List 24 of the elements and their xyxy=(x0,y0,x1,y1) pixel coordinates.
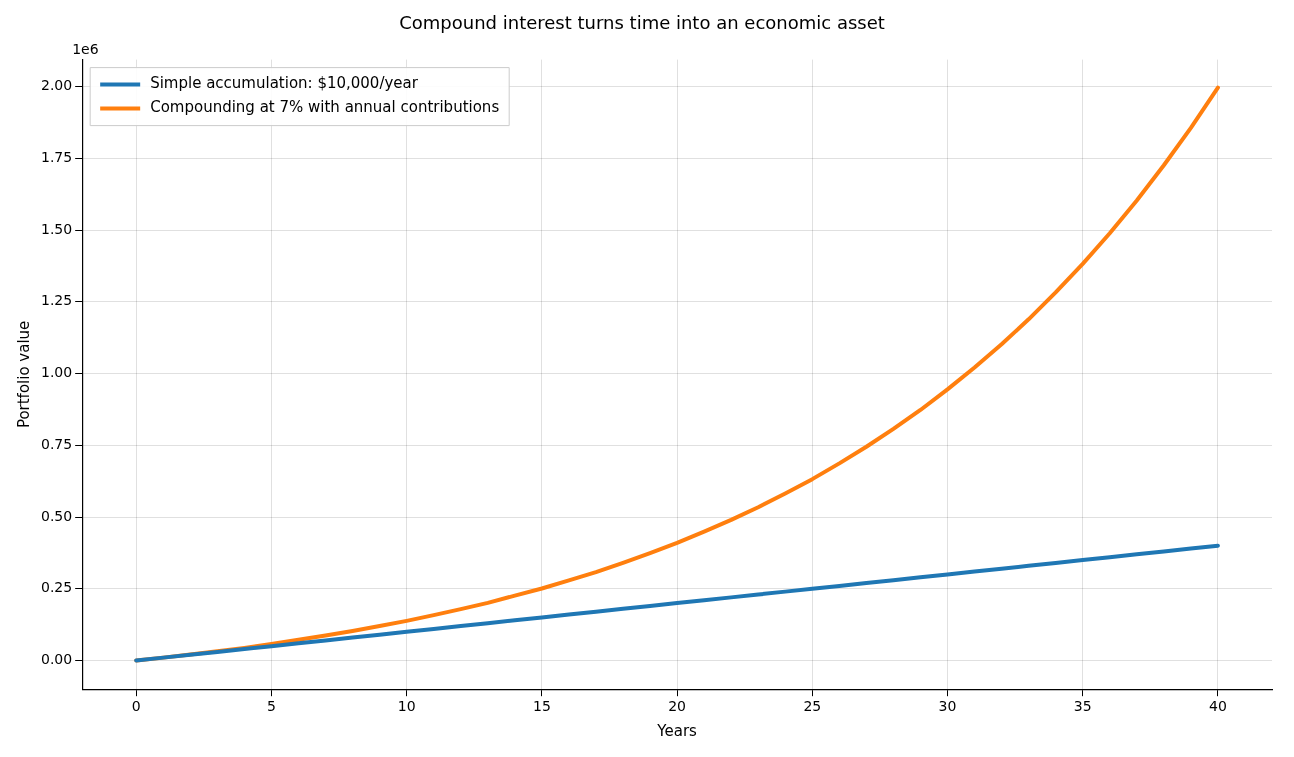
y-tick-label: 1.25 xyxy=(41,292,73,309)
y-tick-label: 1.50 xyxy=(41,220,73,237)
x-axis-title: Years xyxy=(656,721,698,740)
y-tick-label: 0.50 xyxy=(41,507,73,524)
y-tick-label: 2.00 xyxy=(41,77,73,94)
legend-label: Compounding at 7% with annual contributions xyxy=(150,98,500,117)
legend-label: Simple accumulation: $10,000/year xyxy=(150,74,419,93)
x-tick-label: 40 xyxy=(1209,698,1227,715)
chart-title: Compound interest turns time into an economic asset xyxy=(399,12,885,34)
x-tick-label: 20 xyxy=(668,698,686,715)
x-tick-label: 15 xyxy=(532,698,551,715)
text: 1e6 xyxy=(72,41,99,58)
y-tick-label: 1.75 xyxy=(41,148,73,165)
y-tick-label: 1.00 xyxy=(41,364,73,381)
x-tick-label: 5 xyxy=(267,698,276,715)
y-tick-label: 0.25 xyxy=(41,579,73,596)
x-tick-label: 25 xyxy=(803,698,822,715)
x-tick-label: 30 xyxy=(938,698,957,715)
y-tick-label: 0.75 xyxy=(41,435,73,452)
x-tick-label: 0 xyxy=(131,698,141,715)
x-tick-label: 35 xyxy=(1073,698,1092,715)
x-tick-label: 10 xyxy=(397,698,416,715)
y-tick-label: 0.00 xyxy=(41,651,73,668)
y-axis-title: Portfolio value xyxy=(14,320,33,429)
